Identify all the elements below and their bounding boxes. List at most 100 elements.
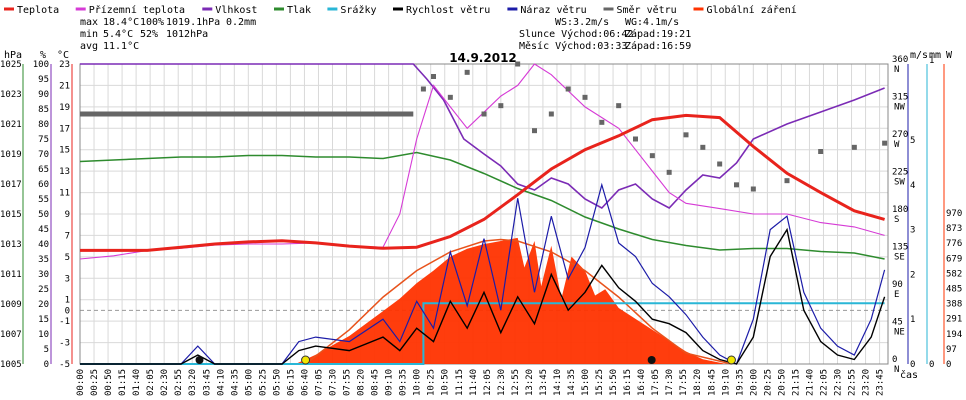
y-tick-dir-deg: 225 [892,168,908,178]
wind-dir-point [582,94,588,100]
y-tick-solar: 388 [946,300,962,310]
y-tick-dir-deg: 270 [892,130,908,140]
y-tick-solar: 582 [946,269,962,279]
y-tick-celsius: 15 [59,146,70,156]
axes: 1005100710091011101310151017101910211023… [0,55,962,396]
sunrise-info: Slunce Východ:06:42 [519,28,633,40]
x-tick-label: 13:45 [539,369,549,396]
stat-max-label: max [80,17,98,28]
x-tick-label: 12:55 [511,369,521,396]
x-tick-label: 10:00 [413,369,423,396]
x-tick-label: 10:25 [427,369,437,396]
x-tick-label: 02:55 [174,369,184,396]
stat-max-rain: 0.2mm [226,17,256,28]
wind-dir-point [431,74,436,79]
stat-max-hum: 100% [140,17,164,28]
y-tick-hpa: 1019 [0,150,22,160]
x-tick-label: 12:30 [497,369,507,396]
y-tick-celsius: 1 [65,296,70,306]
y-tick-solar: 970 [946,209,962,219]
y-tick-percent: 15 [38,315,49,325]
y-tick-hpa: 1017 [0,180,22,190]
x-tick-label: 07:05 [314,369,324,396]
x-tick-label: 02:30 [160,369,170,396]
y-tick-dir-deg: 90 [892,280,903,290]
wind-dir-point [734,182,739,188]
legend: Teplota Přízemní teplota Vlhkost Tlak Srážky… [4,4,797,16]
wind-dir-point [633,136,638,142]
y-tick-solar: 291 [946,315,962,325]
y-tick-solar: 194 [946,330,962,340]
x-tick-label: 05:25 [258,369,268,396]
unit-percent: % [40,50,46,61]
x-axis-label: čas [900,369,918,381]
y-tick-percent: 45 [38,225,49,235]
y-tick-hpa: 1025 [0,60,22,70]
legend-label: Přízemní teplota [89,4,185,16]
x-tick-label: 07:30 [329,369,339,396]
legend-label: Vlhkost [215,5,257,16]
stat-min-hum: 52% [140,29,158,40]
x-tick-label: 11:15 [455,369,465,396]
axis-units: hPa % °C m/s mm W [4,50,953,61]
y-tick-percent: 10 [38,330,49,340]
x-tick-label: 22:05 [819,369,829,396]
x-tick-label: 17:55 [679,369,689,396]
x-tick-label: 21:15 [791,369,801,396]
legend-label: Směr větru [617,4,677,16]
wind-dir-point [481,111,487,117]
y-tick-percent: 20 [38,300,49,310]
x-tick-label: 07:55 [343,369,353,396]
wind-dir-point [750,186,756,192]
chart-title: 14.9.2012 [449,51,517,65]
y-tick-percent: 70 [38,150,49,160]
y-tick-solar: 679 [946,254,962,264]
stat-max-press: 1019.1hPa [166,17,220,28]
y-tick-wind: 4 [910,181,915,191]
y-tick-percent: 0 [44,360,49,370]
y-tick-wind: 2 [910,270,915,280]
y-tick-hpa: 1007 [0,330,22,340]
y-tick-hpa: 1021 [0,120,22,130]
plot-area [79,61,888,365]
stat-avg-temp: 11.1°C [103,41,139,52]
moon-marker [647,356,656,364]
astro-info: WS:3.2m/s WG:4.1m/s Slunce Východ:06:42 … [519,17,691,52]
x-tick-label: 22:30 [834,369,844,396]
x-tick-label: 13:20 [525,369,535,396]
x-tick-label: 03:45 [202,369,212,396]
stat-avg-label: avg [80,41,98,52]
y-tick-celsius: -5 [59,360,70,370]
series-wind-speed [80,227,886,365]
legend-label: Srážky [340,4,376,16]
wind-dir-point [666,169,672,175]
y-tick-celsius: 3 [65,274,70,284]
y-tick-dir-name: NW [894,103,905,113]
unit-ms: m/s [910,50,928,61]
legend-label: Teplota [17,5,59,16]
y-tick-celsius: 0 [65,306,70,316]
moon-marker [195,356,204,364]
y-tick-dir-deg: 180 [892,205,908,215]
wind-dir-point [717,161,723,167]
x-tick-label: 10:50 [441,369,451,396]
wind-dir-point [882,140,888,146]
legend-label: Náraz větru [520,4,586,16]
y-tick-hpa: 1013 [0,240,22,250]
y-tick-dir-name: N [894,65,899,75]
y-tick-percent: 65 [38,165,49,175]
y-tick-solar: 873 [946,224,962,234]
unit-hpa: hPa [4,50,22,61]
x-tick-label: 17:30 [665,369,675,396]
y-tick-dir-deg: 45 [892,318,903,328]
series-ground-temp [79,63,885,260]
wind-dir-point [616,103,622,109]
y-tick-wind: 3 [910,226,915,236]
y-tick-wind: 1 [910,315,915,325]
x-tick-label: 20:00 [749,369,759,396]
y-tick-dir-deg: 360 [892,55,908,65]
y-tick-solar: 97 [946,345,957,355]
x-tick-label: 06:15 [286,369,296,396]
series-wind-gust [80,182,886,365]
